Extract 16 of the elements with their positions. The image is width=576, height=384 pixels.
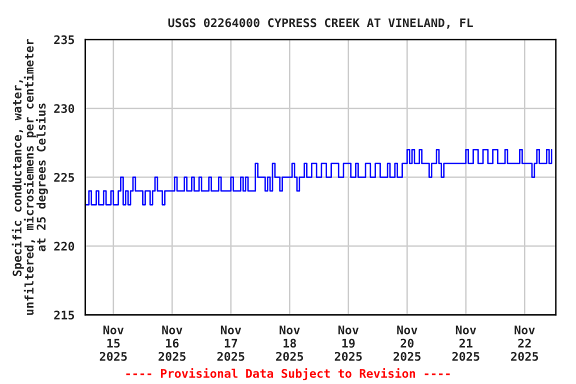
y-tick-label: 220 — [54, 242, 74, 251]
x-tick-label: Nov 21 2025 — [452, 326, 480, 361]
x-tick-label: Nov 20 2025 — [394, 326, 421, 361]
x-tick-label: Nov 19 2025 — [334, 326, 362, 361]
y-tick-label: 235 — [54, 35, 74, 44]
x-tick-label: Nov 16 2025 — [158, 326, 186, 361]
x-tick-label: Nov 18 2025 — [276, 326, 304, 361]
y-axis-title: Specific conductance, water, unfiltered, microsiemens per centimeter at 25 degrees Celsius — [12, 39, 48, 315]
text: ---- Provisional Data Subject to Revision ---- — [126, 368, 450, 380]
y-tick-label: 230 — [54, 104, 74, 114]
chart-title: USGS 02264000 CYPRESS CREEK AT VINELAND, FL — [168, 18, 473, 29]
y-tick-label: 225 — [54, 172, 74, 182]
x-tick-label: Nov 22 2025 — [511, 326, 538, 361]
x-tick-label: Nov 17 2025 — [217, 326, 244, 361]
y-tick-label: 215 — [54, 310, 74, 320]
x-tick-label: Nov 15 2025 — [100, 326, 127, 361]
